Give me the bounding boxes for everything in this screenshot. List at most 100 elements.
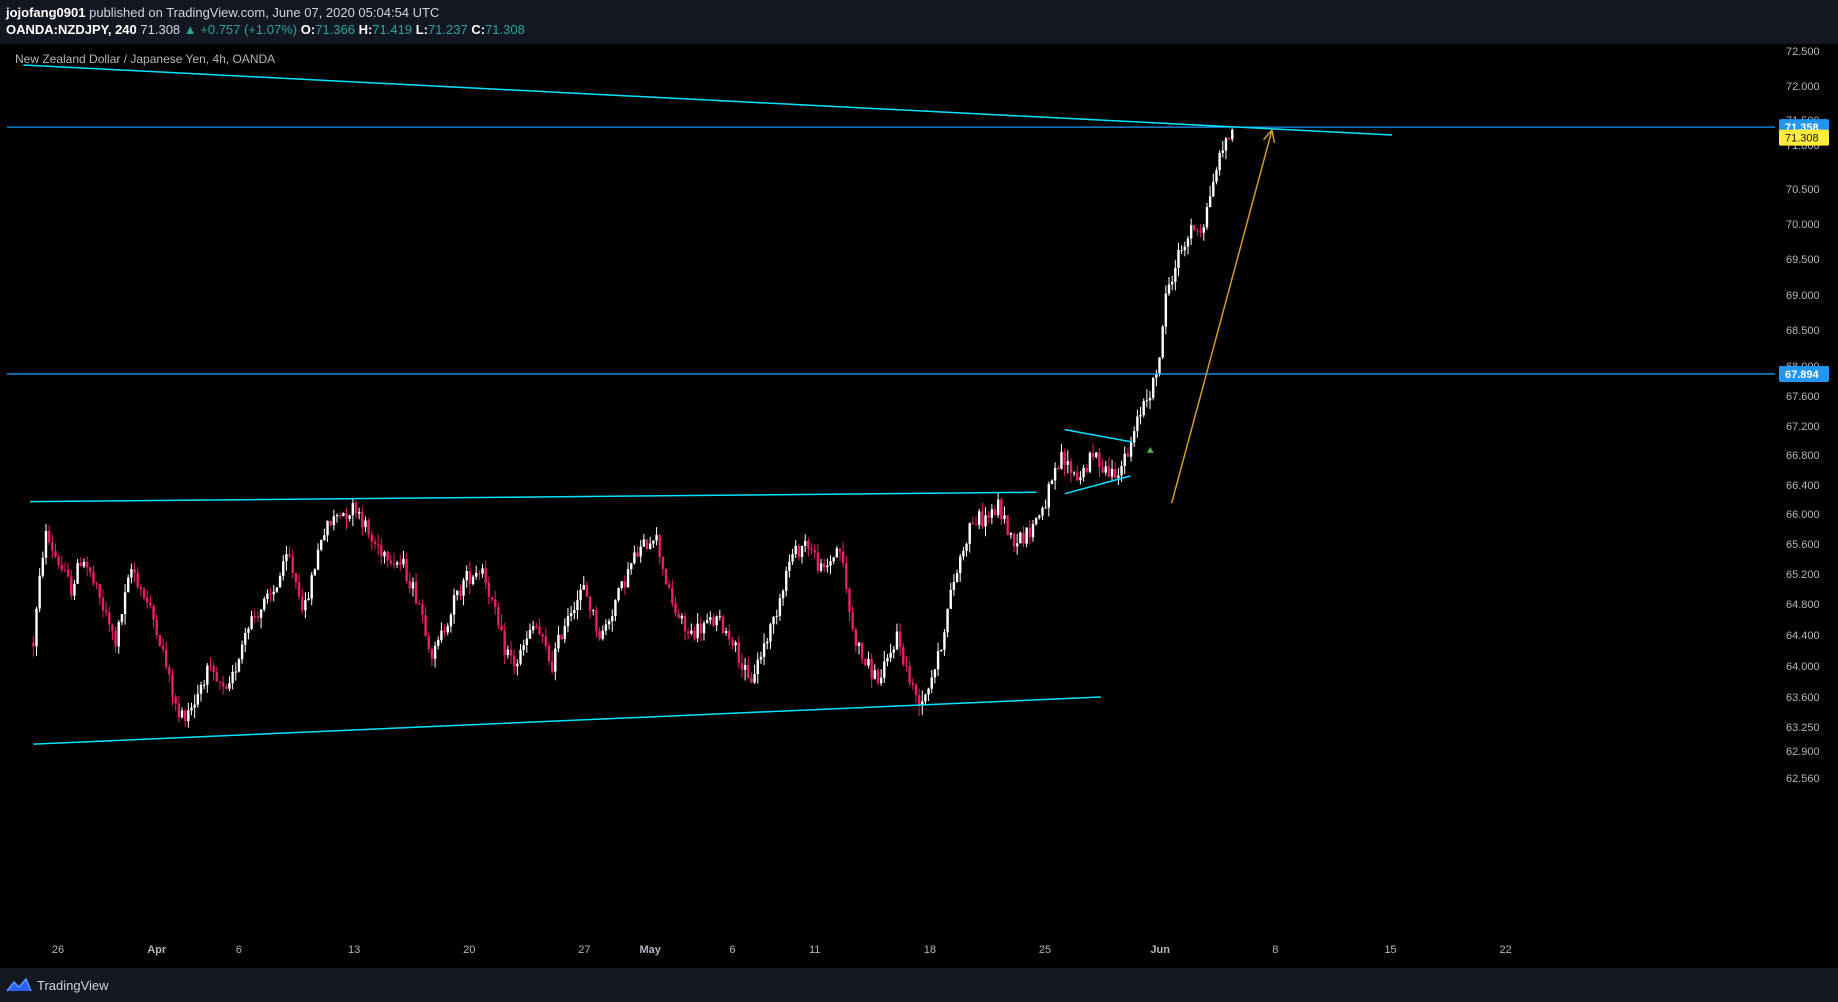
candle-body (1063, 451, 1066, 465)
time-tick-label: Jun (1150, 944, 1170, 956)
candle (832, 556, 835, 565)
candle-body (158, 635, 162, 646)
candle (867, 651, 870, 669)
projection-arrow[interactable] (1170, 129, 1276, 504)
candle (569, 605, 573, 622)
candle (212, 662, 215, 681)
candle-body (781, 590, 785, 599)
candle-body (1218, 152, 1221, 171)
candle (1114, 462, 1117, 481)
candle-body (620, 581, 623, 589)
candle-body (402, 558, 405, 565)
price-axis[interactable]: 72.50072.00071.50071.00070.50070.00069.5… (1786, 46, 1820, 785)
candle (611, 609, 614, 632)
candle (566, 608, 570, 633)
candle (636, 546, 639, 558)
author-name[interactable]: jojofang0901 (6, 5, 86, 20)
candle (712, 613, 715, 628)
candle-body (361, 511, 364, 528)
candle (199, 681, 203, 702)
close-label: C: (471, 22, 486, 37)
candle-body (531, 626, 535, 630)
candle-body (1050, 480, 1054, 485)
candle (1183, 241, 1187, 257)
candle (329, 520, 332, 527)
candle-body (1012, 533, 1016, 547)
price-tick-label: 69.500 (1786, 254, 1820, 266)
candle-body (427, 636, 430, 650)
time-tick-label: 15 (1384, 944, 1396, 956)
candle (386, 550, 389, 568)
candle-body (1003, 515, 1006, 520)
candle-body (272, 591, 275, 595)
candle (503, 622, 506, 665)
candle-body (1183, 246, 1187, 251)
trendline-pennant-top[interactable] (1064, 428, 1133, 443)
candle-body (1177, 250, 1180, 269)
candle-body (120, 614, 124, 623)
candle (206, 663, 209, 693)
candle-body (1231, 129, 1234, 140)
candle-body (1227, 138, 1231, 140)
candle (193, 694, 196, 718)
candle-body (354, 502, 358, 514)
candle-body (123, 592, 127, 615)
candle-body (544, 636, 548, 646)
candle (728, 623, 731, 646)
candle (133, 562, 136, 583)
candle-body (98, 584, 101, 598)
candle (588, 595, 592, 619)
trendline-upper-channel[interactable] (23, 64, 1393, 136)
candle-body (949, 589, 952, 609)
candle-body (671, 587, 674, 604)
candle (557, 626, 560, 653)
tradingview-logo[interactable]: TradingView (6, 976, 109, 994)
trendline-pennant-bottom[interactable] (1064, 475, 1131, 495)
candle (826, 558, 829, 573)
candle (244, 627, 247, 652)
candle-body (446, 626, 449, 633)
candle (1012, 532, 1016, 553)
candle (108, 606, 111, 632)
candle-body (433, 645, 437, 659)
candle-body (607, 621, 611, 625)
candle (1170, 275, 1174, 291)
candle-body (800, 545, 804, 557)
candle-body (253, 616, 256, 618)
candle-body (946, 608, 949, 633)
price-chart[interactable]: New Zealand Dollar / Japanese Yen, 4h, O… (0, 44, 1838, 968)
candle-body (418, 603, 421, 605)
candle (528, 623, 532, 640)
candle (1082, 464, 1085, 482)
candle (493, 590, 497, 615)
low-label: L: (415, 22, 428, 37)
candle-body (1167, 284, 1171, 294)
time-tick-label: 22 (1499, 944, 1511, 956)
time-axis[interactable]: 26 Apr 6 13 20 27 May 6 11 18 25 Jun 8 15 22 (52, 944, 1512, 956)
candle (740, 653, 744, 678)
candle-body (841, 551, 845, 564)
chart-area[interactable]: New Zealand Dollar / Japanese Yen, 4h, O… (0, 44, 1838, 968)
candle (338, 512, 342, 519)
candle-body (127, 577, 130, 593)
candle-body (832, 557, 835, 562)
candle-body (1120, 465, 1123, 476)
candle (373, 537, 377, 549)
candle (275, 587, 279, 594)
drawings-layer[interactable] (7, 64, 1775, 745)
candle (430, 646, 434, 667)
candle-body (924, 694, 927, 702)
candle (582, 576, 585, 590)
candle (864, 658, 867, 667)
trendline-mid-resistance[interactable] (30, 491, 1037, 503)
candle (1196, 228, 1199, 236)
candle-body (484, 568, 487, 583)
candle-body (630, 563, 633, 570)
candle (478, 570, 481, 581)
candle (940, 649, 943, 652)
trendline-lower-support[interactable] (33, 696, 1101, 745)
candle (443, 624, 446, 638)
candle-body (661, 557, 665, 570)
candle (626, 561, 630, 589)
symbol-label[interactable]: OANDA:NZDJPY, 240 (6, 22, 137, 37)
